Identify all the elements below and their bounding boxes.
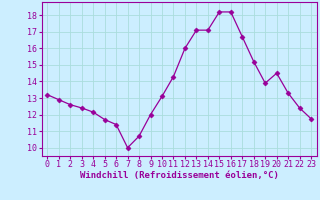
X-axis label: Windchill (Refroidissement éolien,°C): Windchill (Refroidissement éolien,°C) <box>80 171 279 180</box>
